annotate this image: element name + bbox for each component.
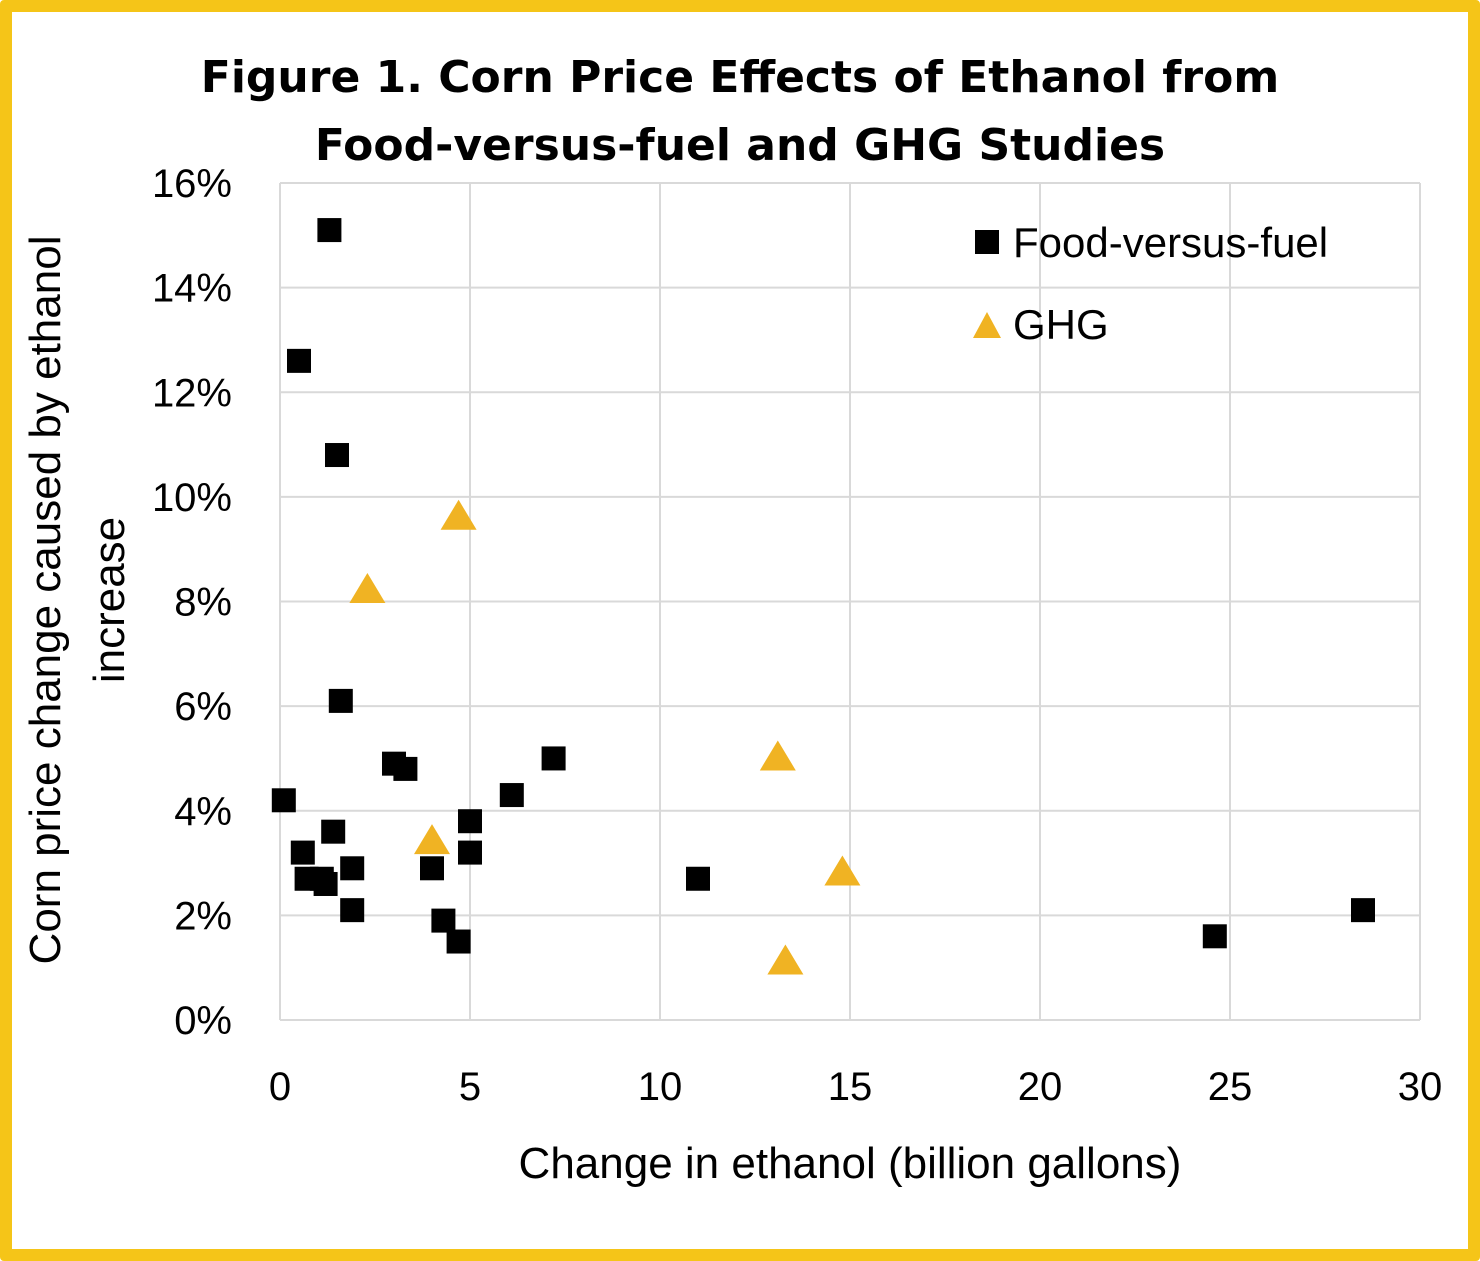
ghg-point: [440, 499, 477, 530]
ghg-point: [759, 740, 796, 771]
food-versus-fuel-point: [290, 840, 315, 865]
legend: Food-versus-fuel GHG: [973, 219, 1328, 348]
data-points: [271, 218, 1375, 975]
x-tick-label: 15: [828, 1065, 873, 1109]
x-tick-label: 30: [1398, 1065, 1443, 1109]
food-versus-fuel-point: [1202, 924, 1227, 949]
food-versus-fuel-point: [313, 871, 338, 896]
x-axis-ticks: 0 5 10 15 20 25 30: [269, 1065, 1442, 1109]
x-tick-label: 5: [459, 1065, 481, 1109]
food-versus-fuel-point: [499, 783, 524, 808]
ghg-point: [349, 573, 386, 604]
food-versus-fuel-point: [541, 746, 566, 771]
x-tick-label: 25: [1208, 1065, 1253, 1109]
y-tick-label: 4%: [174, 790, 232, 834]
y-tick-label: 2%: [174, 894, 232, 938]
y-tick-label: 6%: [174, 685, 232, 729]
food-versus-fuel-point: [321, 819, 346, 844]
food-versus-fuel-point: [317, 218, 342, 243]
y-tick-label: 14%: [152, 267, 232, 311]
food-versus-fuel-point: [271, 788, 296, 813]
x-tick-label: 0: [269, 1065, 291, 1109]
food-versus-fuel-point: [340, 856, 365, 881]
food-versus-fuel-point: [431, 908, 456, 933]
chart-title-line2: Food-versus-fuel and GHG Studies: [314, 120, 1166, 171]
legend-label-ghg: GHG: [1013, 301, 1109, 348]
x-tick-label: 10: [638, 1065, 683, 1109]
y-axis-label-line1: Corn price change caused by ethanol: [21, 236, 70, 965]
chart-title: Figure 1. Corn Price Effects of Ethanol …: [0, 44, 1480, 180]
chart-title-line1: Figure 1. Corn Price Effects of Ethanol …: [200, 52, 1280, 103]
legend-marker-ghg: [973, 312, 1001, 338]
food-versus-fuel-point: [287, 348, 311, 373]
food-versus-fuel-point: [325, 443, 349, 468]
food-versus-fuel-point: [340, 898, 365, 923]
y-axis-ticks: 0% 2% 4% 6% 8% 10% 12% 14% 16%: [152, 162, 232, 1043]
food-versus-fuel-point: [1351, 898, 1375, 923]
legend-marker-food-versus-fuel: [975, 230, 999, 254]
x-axis-label: Change in ethanol (billion gallons): [519, 1139, 1182, 1188]
y-axis-label-line2: increase: [85, 517, 134, 683]
food-versus-fuel-point: [458, 809, 482, 834]
x-tick-label: 20: [1018, 1065, 1063, 1109]
y-tick-label: 0%: [174, 999, 232, 1043]
ghg-point: [414, 824, 450, 855]
legend-label-food-versus-fuel: Food-versus-fuel: [1013, 219, 1328, 266]
y-tick-label: 12%: [152, 371, 232, 415]
food-versus-fuel-point: [328, 688, 353, 713]
y-tick-label: 16%: [152, 162, 232, 206]
food-versus-fuel-point: [393, 756, 418, 781]
food-versus-fuel-point: [420, 856, 444, 881]
ghg-point: [767, 944, 804, 975]
y-tick-label: 10%: [152, 476, 232, 520]
gridlines: [279, 182, 1421, 1021]
ghg-point: [824, 855, 861, 886]
food-versus-fuel-point: [458, 840, 482, 865]
food-versus-fuel-point: [686, 866, 710, 891]
y-tick-label: 8%: [174, 581, 232, 625]
food-versus-fuel-point: [446, 929, 471, 954]
